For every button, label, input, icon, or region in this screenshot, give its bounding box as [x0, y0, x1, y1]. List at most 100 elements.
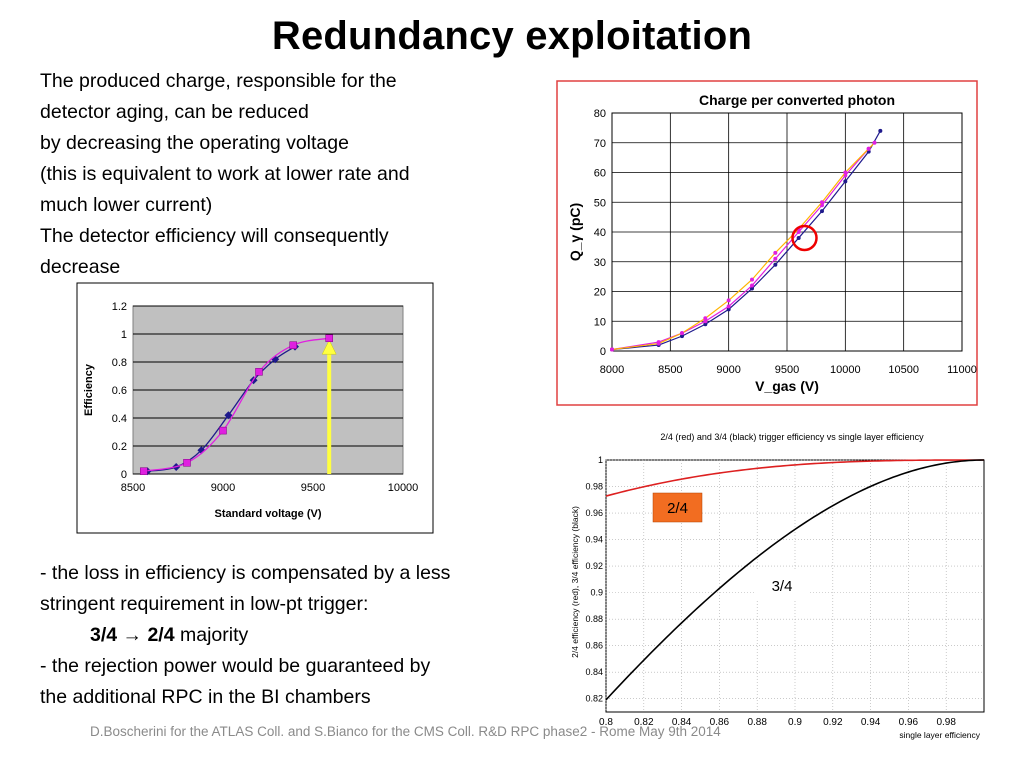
x-tick-label: 0.84: [672, 717, 692, 728]
data-point: [325, 334, 333, 342]
footer-text: D.Boscherini for the ATLAS Coll. and S.B…: [90, 724, 721, 739]
bullet-2-line-1: - the rejection power would be guarantee…: [40, 655, 431, 677]
y-tick-label: 0.96: [585, 508, 603, 518]
x-tick-label: 9000: [211, 482, 235, 494]
intro-line: The produced charge, responsible for the: [40, 70, 397, 92]
data-point: [680, 334, 684, 339]
label-2of4-text: 2/4: [667, 500, 688, 517]
label-3of4-box: [756, 570, 808, 600]
data-point: [197, 446, 206, 455]
series-line: [605, 459, 985, 497]
data-point: [773, 250, 778, 255]
data-point: [183, 459, 191, 467]
x-axis-label: single layer efficiency: [899, 730, 980, 740]
intro-paragraph: The produced charge, responsible for the…: [40, 66, 410, 283]
intro-line: much lower current): [40, 194, 213, 216]
intro-line: (this is equivalent to work at lower rat…: [40, 163, 410, 185]
y-tick-label: 0.86: [585, 641, 603, 651]
x-axis-label: V_gas (V): [755, 378, 819, 394]
y-tick-label: 30: [594, 257, 606, 269]
chart-title: Charge per converted photon: [699, 92, 895, 108]
data-point: [703, 319, 708, 324]
majority-line: 3/4 → 2/4 majority: [40, 620, 450, 651]
label-2of4-box: [652, 492, 703, 523]
series-line: [605, 459, 985, 701]
y-tick-label: 0.98: [585, 482, 603, 492]
y-tick-label: 1: [598, 455, 603, 465]
intro-line: The detector efficiency will consequentl…: [40, 225, 389, 247]
y-tick-label: 0.84: [585, 667, 603, 677]
label-3of4-text: 3/4: [772, 578, 793, 595]
x-tick-label: 0.94: [861, 717, 881, 728]
bullet-1-line-2: stringent requirement in low-pt trigger:: [40, 593, 369, 615]
y-tick-label: 0.82: [585, 694, 603, 704]
data-point: [872, 140, 877, 145]
data-point: [219, 426, 227, 435]
charge-chart: Charge per converted photon 0 10 20 30 40 50 60…: [556, 80, 978, 406]
x-tick-label: 11000: [947, 364, 977, 376]
x-tick-label: 0.88: [747, 717, 767, 728]
charge-chart-svg: Charge per converted photon 0 10 20 30 40 50 60…: [556, 80, 978, 406]
y-tick-label: 40: [594, 227, 606, 239]
data-point: [726, 298, 731, 303]
data-point: [703, 322, 708, 327]
x-tick-label: 0.98: [936, 717, 956, 728]
y-tick-label: 0.88: [585, 614, 603, 624]
data-point: [750, 277, 754, 282]
data-point: [878, 128, 883, 133]
x-axis-label: Standard voltage (V): [215, 508, 322, 520]
y-tick-label: 50: [594, 197, 606, 209]
y-tick-label: 1: [121, 329, 127, 341]
x-tick-label: 0.86: [710, 717, 730, 728]
data-point: [680, 331, 684, 336]
data-point: [289, 341, 297, 349]
data-point: [750, 283, 754, 288]
red-highlight-circle: [791, 224, 818, 252]
plot-border: [611, 112, 963, 352]
data-point: [726, 304, 731, 309]
y-tick-label: 0.6: [112, 385, 127, 397]
x-tick-label: 9500: [301, 482, 325, 494]
x-tick-label: 9500: [775, 364, 799, 376]
data-point: [750, 286, 754, 291]
data-point: [796, 230, 801, 234]
y-tick-label: 0.8: [112, 357, 127, 369]
trigger-efficiency-chart-svg: 2/4 (red) and 3/4 (black) trigger effici…: [570, 432, 985, 740]
x-tick-label: 0.92: [823, 717, 843, 728]
x-tick-label: 9000: [716, 364, 740, 376]
series-line: [611, 130, 881, 351]
y-tick-label: 70: [594, 138, 606, 150]
y-tick-label: 1.2: [112, 301, 127, 313]
x-tick-label: 10500: [888, 364, 919, 376]
data-point: [796, 235, 801, 240]
data-point: [224, 411, 233, 420]
data-point: [843, 170, 848, 175]
intro-line: detector aging, can be reduced: [40, 101, 309, 123]
data-point: [773, 262, 778, 267]
y-tick-label: 20: [594, 287, 606, 299]
efficiency-chart: 0 0.2 0.4 0.6 0.8 1 1.2 8500 9000 9500 10000 Standa…: [76, 282, 434, 534]
y-tick-label: 0.94: [585, 535, 603, 545]
y-axis-label: Efficiency: [83, 363, 95, 416]
bullet-2-line-2: the additional RPC in the BI chambers: [40, 686, 371, 708]
data-point: [820, 209, 824, 214]
data-point: [820, 200, 824, 205]
data-point: [726, 307, 731, 312]
data-point: [610, 347, 614, 352]
majority-bold: 3/4 → 2/4: [90, 624, 175, 646]
y-tick-label: 0.4: [112, 413, 127, 425]
bullet-1-line-1: - the loss in efficiency is compensated …: [40, 562, 451, 584]
x-tick-label: 8500: [658, 364, 682, 376]
y-tick-label: 10: [594, 316, 606, 328]
x-tick-label: 0.82: [634, 717, 654, 728]
intro-line: decrease: [40, 256, 121, 278]
y-axis-label: Q_γ (pC): [567, 203, 583, 261]
chart-title: 2/4 (red) and 3/4 (black) trigger effici…: [660, 432, 924, 442]
x-tick-label: 0.96: [899, 717, 919, 728]
data-point: [255, 368, 263, 376]
chart-frame: [556, 80, 978, 406]
x-tick-label: 0.9: [788, 717, 802, 728]
data-point: [866, 146, 871, 151]
x-tick-label: 10000: [830, 364, 861, 376]
y-tick-label: 80: [594, 108, 606, 120]
